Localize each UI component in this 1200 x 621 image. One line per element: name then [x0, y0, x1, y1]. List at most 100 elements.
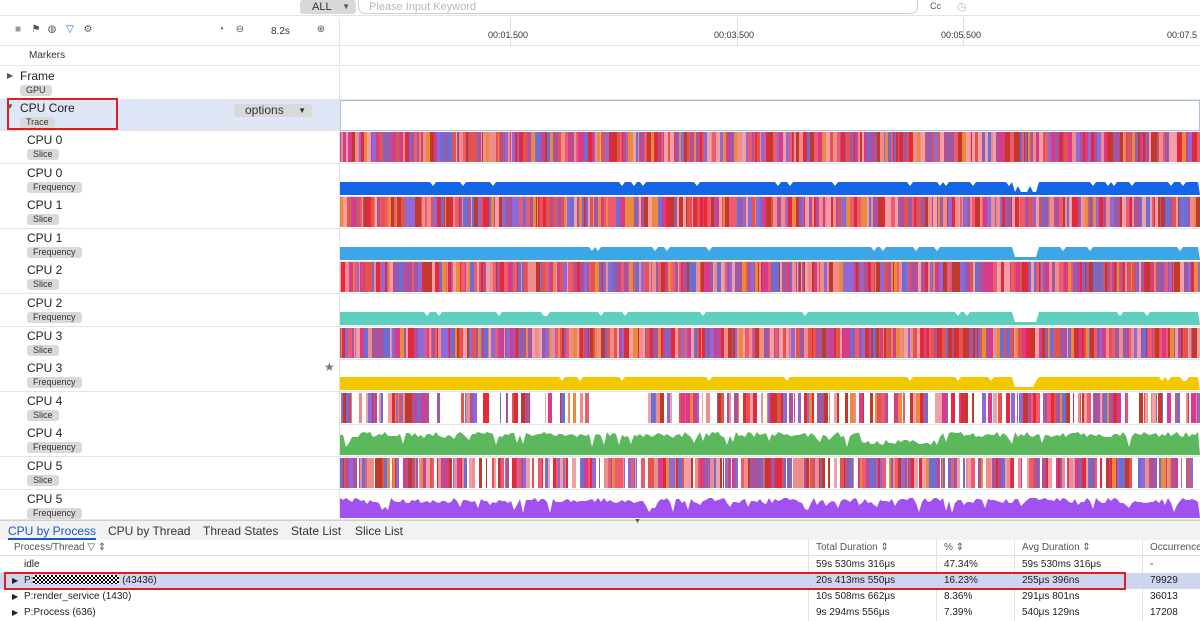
- tab-cpu-by-thread[interactable]: CPU by Thread: [108, 524, 191, 538]
- slice-mark: [1047, 393, 1051, 423]
- slice-mark: [348, 328, 349, 358]
- search-field[interactable]: [358, 0, 918, 14]
- column-header-process[interactable]: Process/Thread ▽ ⇕: [14, 542, 106, 553]
- slice-mark: [1010, 132, 1013, 162]
- frame-lane[interactable]: [340, 67, 1200, 100]
- slice-mark: [506, 458, 508, 488]
- history-icon[interactable]: ◷: [957, 1, 967, 13]
- cell-process: P:render_service (1430): [24, 591, 132, 602]
- slice-mark: [876, 262, 880, 292]
- track-cpu-row[interactable]: CPU 4 Slice: [0, 392, 340, 425]
- expand-icon[interactable]: ▶: [12, 576, 19, 585]
- column-header-avg-duration[interactable]: Avg Duration ⇕: [1022, 542, 1091, 553]
- table-row[interactable]: ▶ P:Process (636) 9s 294ms 556μs 7.39% 5…: [0, 605, 1200, 621]
- expand-icon[interactable]: ▶: [12, 592, 19, 601]
- track-cpu-row[interactable]: CPU 0 Frequency: [0, 164, 340, 197]
- column-header-total-duration[interactable]: Total Duration ⇕: [816, 542, 889, 553]
- slice-mark: [907, 458, 908, 488]
- track-cpu-row[interactable]: CPU 2 Slice: [0, 261, 340, 294]
- track-cpu-row[interactable]: CPU 1 Slice: [0, 196, 340, 229]
- slice-mark: [723, 458, 724, 488]
- table-row[interactable]: ▶ P:render_service (1430) 10s 508ms 662μ…: [0, 589, 1200, 605]
- track-cpu-row[interactable]: CPU 2 Frequency: [0, 294, 340, 327]
- track-cpu-row[interactable]: CPU 1 Frequency: [0, 229, 340, 262]
- column-header-occurrence[interactable]: Occurrence: [1150, 542, 1200, 553]
- search-input[interactable]: [369, 0, 917, 13]
- cpu-lane[interactable]: [340, 359, 1200, 392]
- splitter-handle-icon[interactable]: ▼: [634, 518, 641, 525]
- slice-mark: [1165, 132, 1169, 162]
- slice-mark: [1184, 262, 1188, 292]
- slice-mark: [770, 393, 773, 423]
- slice-mark: [1117, 132, 1120, 162]
- slice-mark: [607, 328, 610, 358]
- slice-mark: [679, 262, 681, 292]
- tab-state-list[interactable]: State List: [291, 524, 342, 538]
- slice-mark: [1028, 393, 1031, 423]
- cpu-lane[interactable]: [340, 457, 1200, 490]
- slice-mark: [829, 393, 830, 423]
- track-cpu-row[interactable]: CPU 4 Frequency: [0, 424, 340, 457]
- match-case-button[interactable]: Cc: [930, 1, 941, 11]
- slice-mark: [658, 197, 659, 227]
- cpu-lane[interactable]: [340, 261, 1200, 294]
- tab-thread-states[interactable]: Thread States: [203, 524, 279, 538]
- track-cpu-row[interactable]: CPU 3 Frequency ★: [0, 359, 340, 392]
- track-tag: Frequency: [27, 182, 82, 193]
- cpu-lane[interactable]: [340, 164, 1200, 197]
- slice-mark: [542, 262, 545, 292]
- sort-icon[interactable]: ⇕: [97, 542, 107, 553]
- square-icon[interactable]: ■: [14, 24, 22, 35]
- expand-icon[interactable]: ▶: [7, 71, 14, 80]
- slice-mark: [865, 328, 867, 358]
- timer-icon[interactable]: ◔: [217, 24, 225, 35]
- slice-mark: [624, 262, 628, 292]
- cpu-lane[interactable]: [340, 229, 1200, 262]
- slice-mark: [1085, 197, 1088, 227]
- cpu-lane[interactable]: [340, 392, 1200, 425]
- cpu-lane[interactable]: [340, 490, 1200, 520]
- time-ruler[interactable]: 00:01.500 00:03.500 00:05.500 00:07.5: [340, 18, 1200, 46]
- cpu-lane[interactable]: [340, 196, 1200, 229]
- cpu-lane[interactable]: [340, 424, 1200, 457]
- markers-lane[interactable]: [340, 46, 1200, 66]
- slice-mark: [716, 458, 720, 488]
- slice-mark: [425, 328, 427, 358]
- tab-slice-list[interactable]: Slice List: [355, 524, 404, 538]
- star-icon[interactable]: ★: [324, 360, 335, 374]
- track-cpu-row[interactable]: CPU 3 Slice: [0, 327, 340, 360]
- scope-dropdown[interactable]: ALL ▼: [300, 0, 356, 14]
- filter-icon[interactable]: ▽: [87, 542, 96, 553]
- sort-icon: ⇕: [1082, 542, 1091, 553]
- slice-mark: [1186, 458, 1187, 488]
- table-row[interactable]: idle 59s 530ms 316μs 47.34% 59s 530ms 31…: [0, 557, 1200, 573]
- options-dropdown[interactable]: options ▼: [234, 104, 312, 117]
- flag-icon[interactable]: ⚑: [31, 24, 41, 35]
- slice-mark: [620, 197, 623, 227]
- track-cpu-row[interactable]: CPU 5 Slice: [0, 457, 340, 490]
- cpu-lane[interactable]: [340, 131, 1200, 164]
- expand-icon[interactable]: ▶: [12, 608, 19, 617]
- bottom-tab-bar: CPU by Process CPU by Thread Thread Stat…: [0, 520, 1200, 540]
- filter-icon[interactable]: ▽: [66, 24, 74, 35]
- track-cpu-row[interactable]: CPU 0 Slice: [0, 131, 340, 164]
- tab-cpu-by-process[interactable]: CPU by Process: [8, 524, 97, 540]
- gear-icon[interactable]: ⚙: [83, 24, 93, 35]
- cpu-lane[interactable]: [340, 327, 1200, 360]
- slice-mark: [707, 328, 710, 358]
- cpu-lane[interactable]: [340, 294, 1200, 327]
- zoom-in-icon[interactable]: ⊕: [316, 24, 326, 35]
- table-row-selected[interactable]: ▶ P: (43436) 20s 413ms 550μs 16.23% 255μ…: [0, 573, 1200, 589]
- track-cpu-core[interactable]: ▼ CPU Core Trace options ▼: [0, 100, 340, 131]
- slice-mark: [481, 262, 483, 292]
- zoom-out-icon[interactable]: ⊖: [235, 24, 245, 35]
- chevron-down-icon: ▼: [342, 2, 350, 11]
- cpu-core-lane[interactable]: [340, 100, 1200, 131]
- column-header-percent[interactable]: % ⇕: [944, 542, 964, 553]
- slice-mark: [411, 328, 414, 358]
- collapse-icon[interactable]: ▼: [6, 102, 14, 111]
- track-frame[interactable]: ▶ Frame GPU: [0, 67, 340, 100]
- slice-mark: [814, 262, 817, 292]
- track-cpu-row[interactable]: CPU 5 Frequency: [0, 490, 340, 520]
- globe-icon[interactable]: ◍: [47, 24, 57, 35]
